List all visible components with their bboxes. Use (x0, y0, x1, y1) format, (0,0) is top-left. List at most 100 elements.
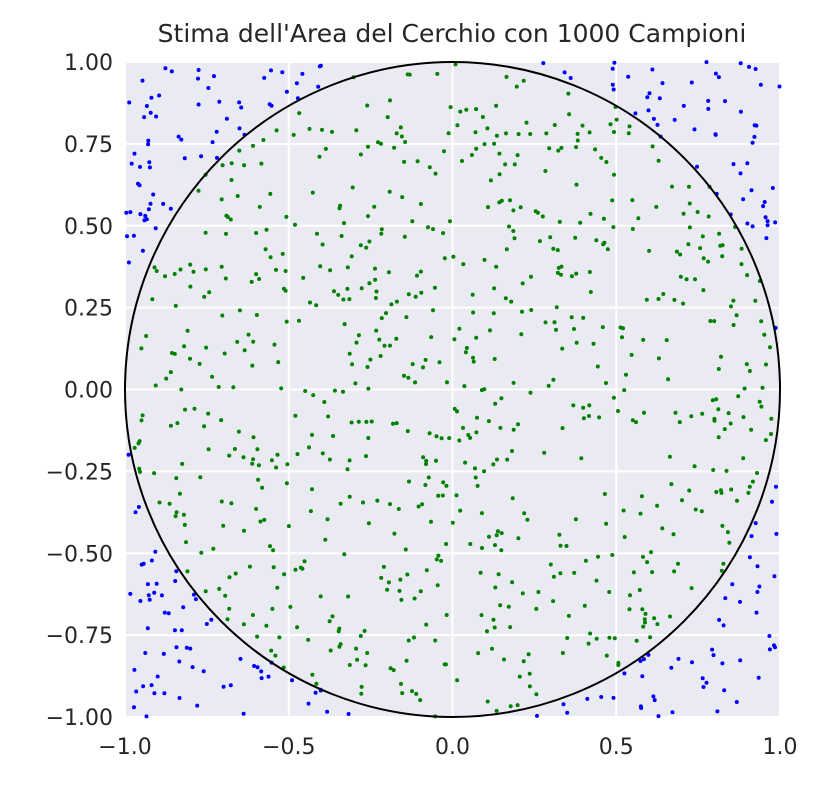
point-inside (750, 479, 755, 484)
point-inside (410, 219, 415, 224)
point-inside (452, 337, 457, 342)
point-outside (177, 659, 182, 664)
point-inside (277, 635, 282, 640)
point-outside (126, 452, 131, 457)
point-inside (227, 575, 232, 580)
point-outside (706, 106, 711, 111)
point-inside (204, 345, 209, 350)
point-outside (136, 505, 141, 509)
point-inside (419, 290, 424, 295)
point-inside (551, 246, 556, 251)
point-inside (427, 431, 432, 436)
point-inside (512, 236, 517, 241)
point-inside (221, 523, 226, 528)
x-tick-label: 0.5 (599, 735, 634, 760)
point-inside (468, 542, 473, 546)
point-inside (508, 704, 513, 709)
point-inside (318, 594, 323, 599)
point-inside (492, 625, 497, 630)
point-inside (367, 281, 372, 286)
point-inside (400, 691, 405, 696)
point-outside (146, 207, 151, 212)
point-inside (206, 411, 211, 416)
point-inside (345, 467, 350, 472)
point-inside (656, 158, 661, 163)
point-outside (306, 701, 311, 706)
point-inside (418, 202, 423, 206)
point-inside (435, 583, 440, 588)
point-inside (385, 587, 390, 592)
point-inside (602, 240, 607, 245)
y-tick-label: −1.00 (46, 706, 113, 731)
point-inside (199, 550, 204, 555)
point-inside (552, 123, 557, 127)
point-inside (645, 560, 650, 565)
point-inside (229, 161, 234, 166)
point-outside (754, 610, 759, 615)
point-inside (681, 301, 686, 306)
point-inside (241, 455, 246, 460)
point-inside (701, 256, 706, 261)
point-inside (622, 388, 627, 393)
point-outside (300, 71, 305, 76)
point-inside (652, 616, 657, 621)
point-inside (452, 406, 457, 411)
point-inside (556, 148, 561, 153)
point-inside (600, 325, 605, 330)
point-inside (354, 340, 359, 345)
point-inside (320, 451, 325, 456)
point-outside (162, 610, 167, 615)
point-inside (742, 386, 747, 391)
point-inside (672, 297, 677, 302)
point-inside (203, 230, 208, 235)
point-inside (510, 496, 515, 501)
point-inside (579, 456, 584, 461)
y-axis: 1.00 0.75 0.50 0.25 0.00 −0.25 −0.50 −0.75 −1.00 (46, 51, 113, 731)
point-inside (295, 452, 300, 457)
point-outside (124, 210, 129, 215)
point-inside (534, 606, 539, 611)
point-inside (498, 425, 503, 430)
point-inside (389, 302, 394, 307)
point-inside (349, 420, 354, 425)
point-outside (633, 111, 638, 116)
point-inside (403, 140, 408, 144)
point-inside (300, 566, 305, 571)
point-inside (132, 445, 137, 450)
point-inside (310, 432, 314, 437)
point-inside (686, 242, 691, 247)
point-inside (627, 124, 632, 129)
point-inside (367, 239, 372, 244)
point-inside (719, 354, 723, 359)
point-inside (528, 390, 533, 395)
point-outside (128, 210, 133, 215)
point-inside (533, 209, 538, 214)
point-inside (495, 529, 500, 534)
point-inside (391, 668, 396, 673)
point-inside (669, 482, 674, 487)
point-inside (254, 272, 259, 277)
point-inside (720, 254, 725, 259)
point-inside (182, 344, 187, 349)
point-outside (622, 671, 627, 676)
point-outside (717, 617, 722, 622)
point-inside (406, 638, 411, 643)
point-inside (566, 613, 571, 618)
point-outside (704, 680, 709, 685)
point-inside (612, 172, 616, 177)
point-inside (488, 328, 492, 333)
point-inside (368, 357, 373, 362)
point-inside (373, 277, 378, 282)
point-inside (687, 201, 692, 206)
point-outside (155, 674, 160, 679)
point-inside (508, 625, 513, 630)
point-inside (474, 430, 479, 435)
point-inside (519, 332, 524, 337)
point-inside (185, 569, 190, 574)
point-outside (228, 683, 233, 688)
point-outside (713, 132, 718, 137)
point-outside (700, 676, 705, 681)
point-inside (350, 185, 355, 190)
point-inside (448, 219, 452, 224)
point-outside (138, 212, 143, 217)
